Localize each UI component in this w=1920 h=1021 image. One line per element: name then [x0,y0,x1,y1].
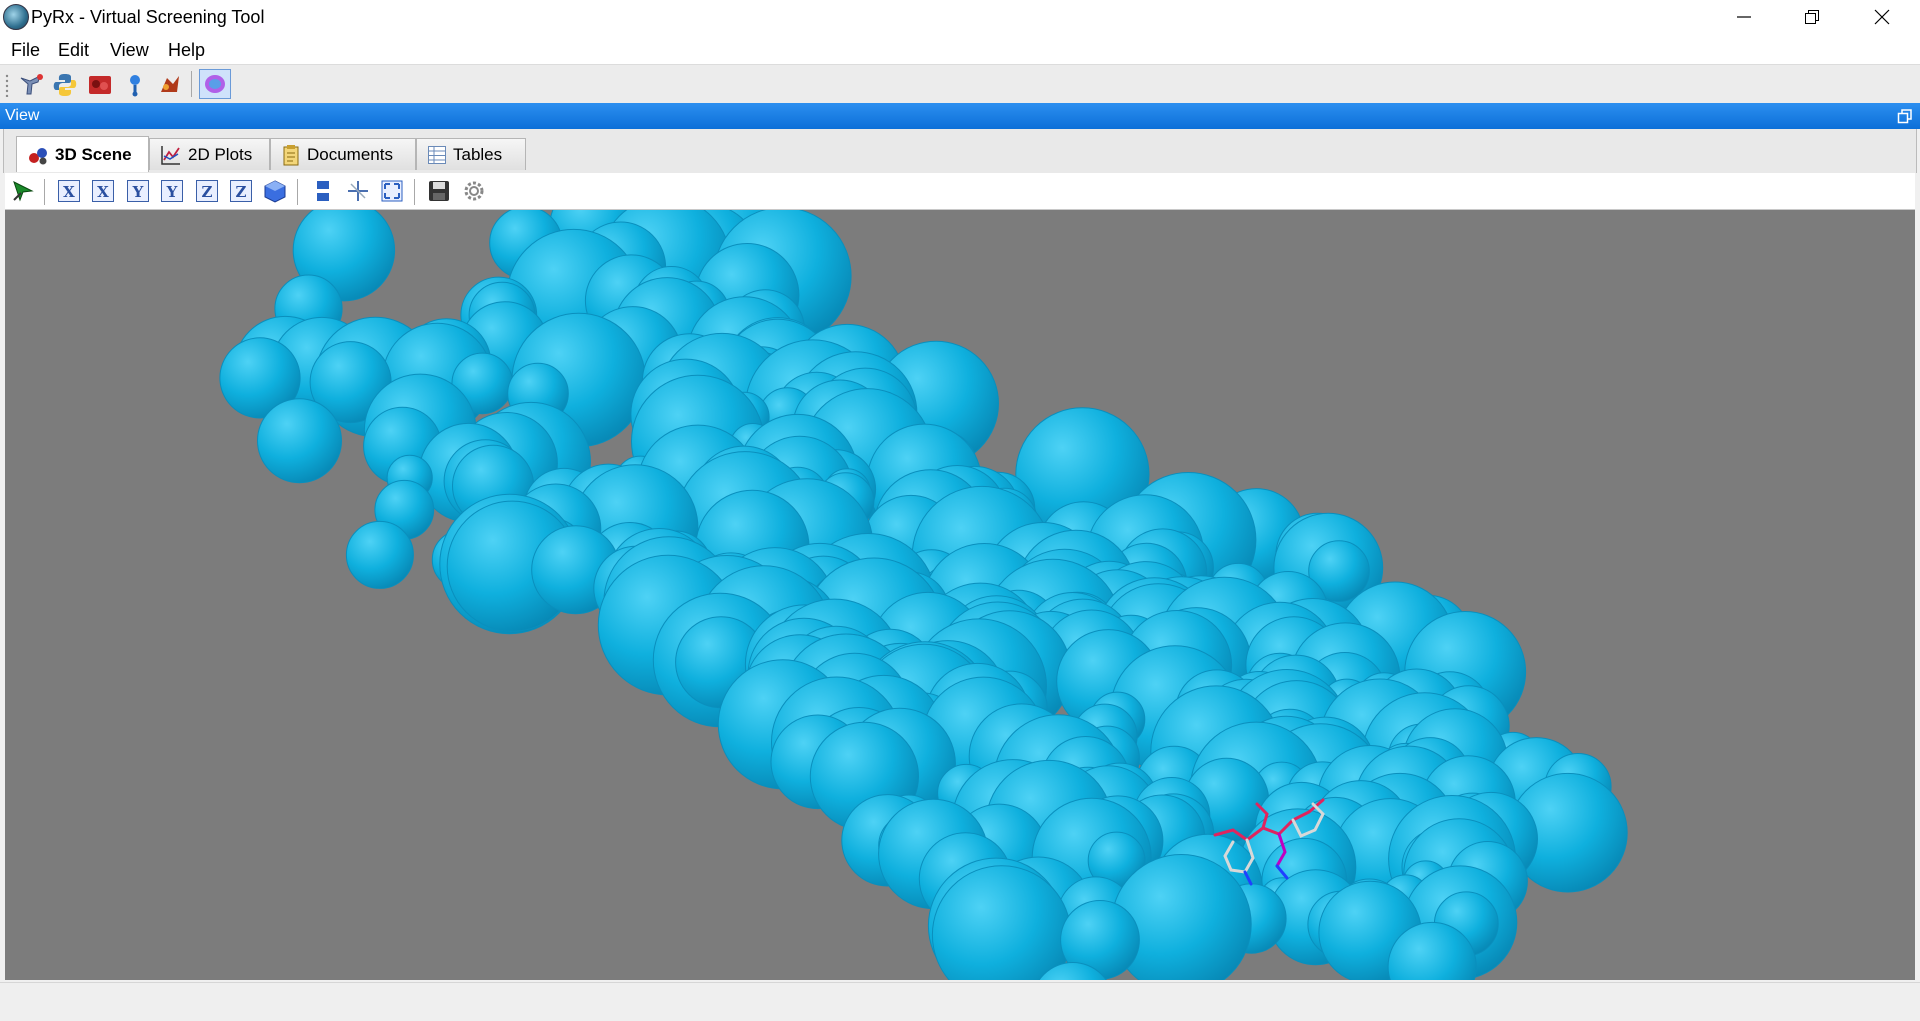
view-z-plus-button[interactable]: Z [196,180,218,202]
center-icon[interactable] [346,179,370,203]
ligand-icon[interactable] [122,72,148,98]
tab-label: Tables [453,144,503,164]
menu-view[interactable]: View [110,40,149,60]
surface-lobe [1038,962,1107,980]
surface-lobe [1308,540,1370,602]
view-panel-title: View [5,107,40,124]
docking-wizard-icon[interactable] [157,72,183,98]
menu-edit[interactable]: Edit [58,40,90,60]
panel-restore-icon[interactable] [1896,107,1914,125]
plot-2d-icon [161,145,180,165]
fit-view-icon[interactable] [380,179,404,203]
window-title: PyRx - Virtual Screening Tool [31,7,265,27]
view-x-plus-button[interactable]: X [58,180,80,202]
tables-icon [428,145,446,164]
minimize-icon [1737,16,1751,18]
settings-icon[interactable] [462,179,486,203]
parallel-projection-icon[interactable] [311,179,335,203]
tab-label: 3D Scene [55,144,132,164]
surface-lobe [219,337,301,419]
surface-lobe [345,520,414,589]
view-y-minus-button[interactable]: Y [161,180,183,202]
restore-icon [1805,10,1819,24]
iso-view-icon[interactable] [263,179,287,203]
app-icon [3,4,29,30]
surface-toggle-button[interactable] [199,69,231,99]
tab-3d-scene[interactable]: 3D Scene [16,136,149,172]
close-icon [1874,9,1890,25]
tab-documents[interactable]: Documents [270,138,416,170]
documents-icon [283,144,299,165]
pick-arrow-icon[interactable] [11,179,35,203]
view-y-plus-button[interactable]: Y [127,180,149,202]
tab-tables[interactable]: Tables [416,138,526,170]
python-shell-icon[interactable] [52,72,78,98]
scene-toolbar: X X Y Y Z Z [5,173,1915,210]
menu-file[interactable]: File [11,40,41,60]
tab-2d-plots[interactable]: 2D Plots [149,138,270,170]
protein-surface [219,210,1628,980]
view-z-minus-button[interactable]: Z [230,180,252,202]
view-x-minus-button[interactable]: X [92,180,114,202]
toolbar-grip-icon [5,74,9,97]
main-toolbar [0,64,1920,104]
save-image-icon[interactable] [427,179,451,203]
scene-viewport[interactable] [5,210,1915,980]
close-button[interactable] [1848,0,1916,34]
view-panel-header: View [0,103,1920,129]
title-bar: PyRx - Virtual Screening Tool [0,0,1920,36]
molecule-loader-icon[interactable] [18,72,44,98]
chemistry-table-icon[interactable] [87,72,113,98]
minimize-button[interactable] [1710,0,1778,34]
tab-label: 2D Plots [188,144,253,164]
view-tabs: 3D Scene 2D Plots Documents Tables [3,129,1917,173]
menu-help[interactable]: Help [168,40,206,60]
surface-lobe [257,398,342,484]
restore-button[interactable] [1778,0,1846,34]
menu-bar: File Edit View Help [0,36,1920,64]
tab-label: Documents [307,144,393,164]
surface-lobe [1387,921,1477,980]
status-bar [0,982,1920,1021]
scene-3d-icon [29,147,47,164]
surface-toggle-icon [205,75,225,93]
ligand-model [1213,798,1325,886]
